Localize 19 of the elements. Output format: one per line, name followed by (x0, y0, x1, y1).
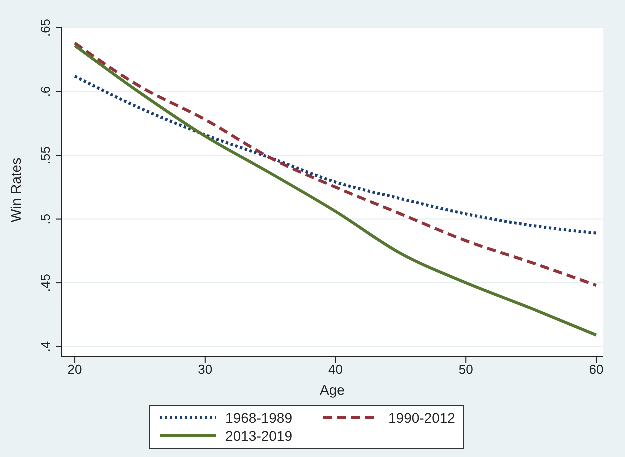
x-tick-label: 20 (68, 362, 82, 378)
y-tick-label: .5 (38, 214, 53, 225)
line-series (74, 74, 598, 235)
line-series (74, 44, 598, 337)
y-tick-label: .45 (38, 274, 53, 292)
legend-label: 2013-2019 (226, 428, 292, 444)
y-tick-label: .4 (38, 341, 53, 352)
y-tick-label: .6 (38, 86, 53, 98)
y-tick-label: .55 (38, 146, 53, 165)
x-tick-label: 40 (328, 362, 343, 378)
x-tick-label: 50 (458, 362, 474, 378)
legend-label: 1968-1989 (226, 410, 292, 426)
y-axis-title: Win Rates (8, 158, 24, 222)
x-tick-label: 30 (198, 362, 213, 378)
y-tick-label: .65 (38, 18, 53, 38)
x-tick-label: 60 (589, 362, 604, 378)
line-series (74, 42, 598, 288)
legend-label: 1990-2012 (388, 410, 456, 426)
x-axis-title: Age (320, 382, 346, 398)
